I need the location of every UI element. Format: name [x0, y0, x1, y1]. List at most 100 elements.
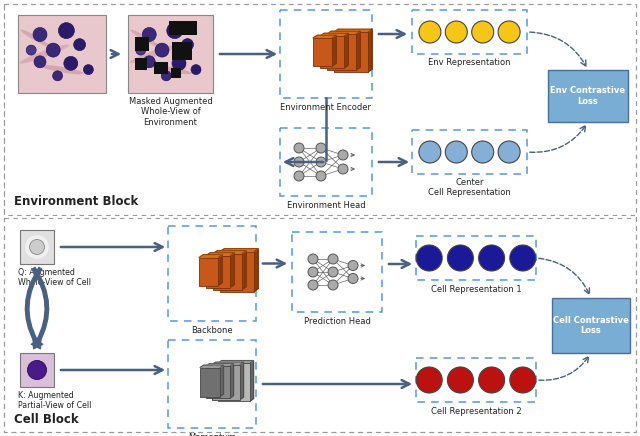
- Text: Center
Cell Representation: Center Cell Representation: [428, 178, 511, 198]
- Circle shape: [510, 245, 536, 271]
- Circle shape: [472, 141, 493, 163]
- Bar: [218, 363, 250, 401]
- Circle shape: [161, 71, 172, 81]
- Bar: [169, 21, 183, 35]
- Bar: [313, 38, 332, 66]
- Bar: [135, 58, 147, 70]
- Polygon shape: [356, 31, 360, 70]
- Circle shape: [58, 23, 74, 39]
- Polygon shape: [212, 362, 244, 364]
- Text: Cell Representation 1: Cell Representation 1: [431, 285, 522, 294]
- Polygon shape: [313, 35, 336, 38]
- Circle shape: [172, 56, 186, 70]
- Polygon shape: [206, 364, 234, 366]
- Bar: [183, 21, 197, 35]
- Circle shape: [416, 367, 442, 393]
- Circle shape: [83, 65, 93, 75]
- Bar: [212, 364, 240, 399]
- Text: Environment Block: Environment Block: [14, 195, 138, 208]
- Circle shape: [447, 367, 474, 393]
- Circle shape: [28, 361, 47, 379]
- Circle shape: [416, 245, 442, 271]
- Circle shape: [34, 56, 46, 68]
- Text: Masked Augmented
Whole-View of
Environment: Masked Augmented Whole-View of Environme…: [129, 97, 212, 127]
- Bar: [200, 368, 220, 396]
- Circle shape: [136, 45, 146, 55]
- Text: Env Representation: Env Representation: [428, 58, 511, 67]
- Bar: [412, 10, 527, 54]
- Polygon shape: [334, 29, 372, 32]
- Bar: [18, 15, 106, 93]
- Ellipse shape: [129, 45, 177, 63]
- Text: Backbone: Backbone: [191, 326, 233, 335]
- Text: Cell Block: Cell Block: [14, 413, 79, 426]
- Circle shape: [338, 164, 348, 174]
- Text: Q: Augmented
Whole-View of Cell: Q: Augmented Whole-View of Cell: [18, 268, 91, 287]
- Polygon shape: [220, 365, 223, 396]
- Circle shape: [33, 27, 47, 41]
- Bar: [334, 32, 368, 72]
- Bar: [199, 258, 218, 286]
- Circle shape: [308, 280, 318, 290]
- Bar: [170, 68, 180, 78]
- Polygon shape: [368, 29, 372, 72]
- Polygon shape: [218, 255, 222, 286]
- Circle shape: [142, 27, 156, 41]
- Bar: [20, 353, 54, 387]
- Circle shape: [294, 143, 304, 153]
- Bar: [280, 128, 372, 196]
- Circle shape: [64, 56, 78, 70]
- Polygon shape: [213, 251, 246, 253]
- Ellipse shape: [20, 44, 69, 64]
- Circle shape: [294, 157, 304, 167]
- Text: Environment Head: Environment Head: [287, 201, 365, 210]
- Text: Environment Encoder: Environment Encoder: [280, 103, 371, 112]
- Bar: [172, 42, 192, 60]
- Circle shape: [29, 239, 45, 255]
- Bar: [4, 218, 636, 432]
- Circle shape: [328, 267, 338, 277]
- Polygon shape: [344, 33, 348, 68]
- Bar: [135, 37, 149, 51]
- Polygon shape: [250, 361, 253, 401]
- Bar: [292, 232, 382, 312]
- Circle shape: [294, 171, 304, 181]
- Bar: [220, 252, 254, 292]
- Polygon shape: [220, 249, 258, 252]
- Polygon shape: [320, 33, 348, 36]
- Bar: [168, 340, 256, 428]
- Circle shape: [182, 39, 193, 51]
- Circle shape: [419, 21, 441, 43]
- Polygon shape: [199, 255, 222, 258]
- Circle shape: [498, 141, 520, 163]
- Ellipse shape: [40, 65, 84, 74]
- Circle shape: [472, 21, 493, 43]
- Circle shape: [328, 280, 338, 290]
- Bar: [412, 130, 527, 174]
- Bar: [280, 10, 372, 98]
- Circle shape: [25, 235, 49, 259]
- Bar: [206, 366, 230, 398]
- Circle shape: [445, 21, 467, 43]
- Circle shape: [26, 45, 36, 55]
- FancyArrowPatch shape: [32, 267, 49, 349]
- Text: Cell Representation 2: Cell Representation 2: [431, 407, 522, 416]
- Circle shape: [308, 254, 318, 264]
- Bar: [548, 70, 628, 122]
- Circle shape: [308, 267, 318, 277]
- Circle shape: [419, 141, 441, 163]
- Bar: [416, 358, 536, 402]
- Text: Cell Contrastive
Loss: Cell Contrastive Loss: [553, 316, 629, 335]
- Text: Prediction Head: Prediction Head: [303, 317, 371, 326]
- Circle shape: [479, 245, 504, 271]
- Bar: [416, 236, 536, 280]
- Polygon shape: [332, 35, 336, 66]
- Bar: [20, 230, 54, 264]
- Text: Env Contrastive
Loss: Env Contrastive Loss: [550, 86, 625, 106]
- Circle shape: [316, 171, 326, 181]
- Circle shape: [447, 245, 474, 271]
- Polygon shape: [254, 249, 258, 292]
- Circle shape: [498, 21, 520, 43]
- Bar: [128, 15, 213, 93]
- Polygon shape: [240, 362, 244, 399]
